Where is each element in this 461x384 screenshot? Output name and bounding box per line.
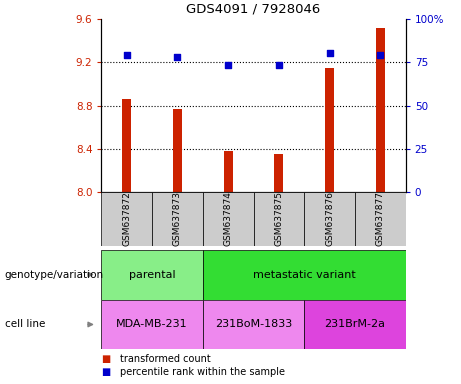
Text: GSM637876: GSM637876: [325, 191, 334, 247]
Bar: [254, 192, 304, 246]
Point: [275, 61, 283, 68]
Text: percentile rank within the sample: percentile rank within the sample: [120, 367, 285, 377]
Point: [123, 52, 130, 58]
Text: ■: ■: [101, 367, 111, 377]
Bar: [203, 300, 304, 349]
Text: cell line: cell line: [5, 319, 45, 329]
Bar: [304, 192, 355, 246]
Bar: [122, 99, 131, 192]
Bar: [101, 192, 152, 246]
Bar: [173, 109, 182, 192]
Text: GSM637874: GSM637874: [224, 192, 233, 246]
Point: [225, 61, 232, 68]
Text: GSM637877: GSM637877: [376, 191, 385, 247]
Bar: [101, 250, 203, 300]
Text: MDA-MB-231: MDA-MB-231: [116, 319, 188, 329]
Text: metastatic variant: metastatic variant: [253, 270, 355, 280]
Text: GDS4091 / 7928046: GDS4091 / 7928046: [186, 2, 321, 15]
Text: transformed count: transformed count: [120, 354, 211, 364]
Bar: [224, 151, 233, 192]
Text: 231BrM-2a: 231BrM-2a: [325, 319, 385, 329]
Text: ■: ■: [101, 354, 111, 364]
Bar: [304, 300, 406, 349]
Text: genotype/variation: genotype/variation: [5, 270, 104, 280]
Bar: [274, 154, 284, 192]
Bar: [203, 192, 254, 246]
Text: GSM637872: GSM637872: [122, 192, 131, 246]
Text: GSM637873: GSM637873: [173, 191, 182, 247]
Bar: [376, 28, 385, 192]
Bar: [101, 300, 203, 349]
Bar: [152, 192, 203, 246]
Point: [326, 50, 333, 56]
Bar: [355, 192, 406, 246]
Text: GSM637875: GSM637875: [274, 191, 284, 247]
Text: 231BoM-1833: 231BoM-1833: [215, 319, 292, 329]
Text: parental: parental: [129, 270, 176, 280]
Point: [377, 52, 384, 58]
Bar: [203, 250, 406, 300]
Bar: [325, 68, 334, 192]
Point: [174, 54, 181, 60]
